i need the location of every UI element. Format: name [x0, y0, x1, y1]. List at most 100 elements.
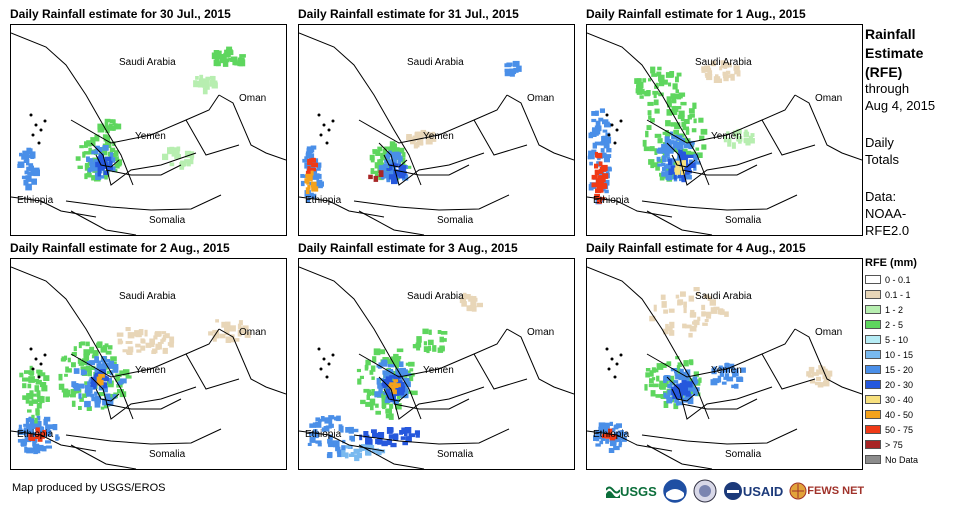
rainfall-cell	[94, 395, 102, 403]
rainfall-cell	[133, 333, 139, 337]
rainfall-cell	[701, 304, 706, 311]
rainfall-cell	[28, 370, 35, 375]
legend-swatch	[865, 365, 881, 374]
rainfall-cell	[705, 72, 712, 78]
border-line	[95, 154, 120, 168]
rainfall-cell	[79, 397, 84, 402]
rainfall-cell	[722, 74, 730, 79]
rainfall-cell	[727, 140, 732, 147]
rainfall-cell	[681, 121, 687, 127]
rainfall-cell	[94, 400, 101, 408]
rainfall-cell	[391, 177, 398, 185]
border-line	[299, 196, 385, 218]
rainfall-cell	[184, 159, 191, 164]
rainfall-cell	[84, 381, 88, 385]
rainfall-cell	[682, 126, 689, 131]
rainfall-cell	[690, 162, 696, 168]
rainfall-cell	[678, 374, 682, 381]
rainfall-cell	[673, 380, 679, 384]
rainfall-cell	[648, 159, 655, 165]
rainfall-cell	[109, 126, 115, 131]
rainfall-cell	[596, 152, 603, 159]
rainfall-cell	[107, 393, 115, 401]
rainfall-cell	[91, 150, 99, 155]
rainfall-cell	[649, 370, 654, 377]
rainfall-cell	[320, 416, 325, 422]
rainfall-cell	[678, 154, 683, 158]
rainfall-cell	[397, 369, 404, 376]
rainfall-cell	[378, 158, 384, 164]
rainfall-cell	[660, 294, 666, 300]
rainfall-cell	[588, 150, 594, 157]
rainfall-cell	[651, 377, 656, 381]
rainfall-cell	[302, 158, 307, 163]
rainfall-cell	[423, 346, 429, 352]
rainfall-cell	[469, 305, 477, 310]
rainfall-cell	[660, 147, 666, 154]
rainfall-cell	[80, 369, 86, 376]
rainfall-cell	[675, 164, 679, 169]
rainfall-cell	[672, 83, 678, 90]
rainfall-cell	[375, 403, 379, 408]
rainfall-cell	[663, 379, 667, 384]
legend-item: 40 - 50	[865, 407, 918, 422]
rainfall-cell	[102, 134, 108, 139]
rainfall-cell	[91, 175, 97, 181]
island	[619, 353, 623, 357]
rainfall-cell	[169, 336, 175, 344]
rainfall-cell	[164, 333, 170, 339]
rainfall-cell	[35, 421, 42, 427]
rainfall-cell	[594, 151, 598, 158]
island	[331, 353, 335, 357]
rainfall-cell	[31, 178, 37, 185]
rainfall-cell	[323, 426, 330, 432]
rainfall-cell	[73, 368, 80, 374]
rainfall-cell	[40, 396, 45, 403]
rainfall-cell	[160, 339, 164, 344]
rainfall-cell	[300, 180, 305, 187]
rainfall-cell	[37, 395, 43, 403]
country-label-ethiopia: Ethiopia	[593, 429, 630, 440]
border-line	[473, 119, 528, 156]
rainfall-cell	[233, 338, 240, 342]
rainfall-cell	[193, 80, 197, 88]
rainfall-cell	[662, 155, 667, 162]
rainfall-cell	[28, 376, 35, 383]
rainfall-cell	[377, 365, 382, 369]
rainfall-cell	[369, 398, 376, 406]
through-date: through Aug 4, 2015	[865, 81, 936, 113]
rainfall-cell	[39, 372, 46, 377]
border-line	[794, 94, 862, 161]
rainfall-cell	[686, 378, 693, 384]
rainfall-cell	[372, 448, 379, 453]
rainfall-cell	[663, 165, 671, 169]
rainfall-cell	[601, 182, 607, 189]
rainfall-cell	[824, 373, 831, 380]
legend-swatch	[865, 275, 881, 284]
rainfall-cell	[359, 375, 364, 379]
rainfall-cell	[224, 326, 229, 333]
rainfall-cell	[85, 341, 90, 347]
rainfall-cell	[109, 147, 116, 153]
rainfall-cell	[96, 342, 101, 347]
rainfall-cell	[673, 145, 678, 152]
country-label-ethiopia: Ethiopia	[305, 429, 342, 440]
rainfall-cell	[365, 449, 372, 456]
rainfall-cell	[681, 380, 687, 384]
rainfall-cell	[317, 184, 323, 189]
rainfall-cell	[233, 56, 238, 62]
rainfall-cell	[602, 119, 609, 125]
rainfall-cell	[665, 173, 673, 180]
rainfall-cell	[667, 326, 673, 331]
rainfall-cell	[96, 376, 101, 384]
rainfall-cell	[105, 359, 111, 363]
rainfall-cell	[310, 170, 314, 176]
island	[29, 113, 33, 117]
rainfall-cell	[380, 155, 385, 161]
rainfall-cell	[459, 296, 466, 304]
border-line	[378, 142, 485, 186]
rainfall-cell	[471, 296, 477, 303]
rainfall-cell	[102, 145, 109, 151]
rainfall-cell	[114, 156, 119, 162]
rainfall-cell	[97, 156, 104, 161]
